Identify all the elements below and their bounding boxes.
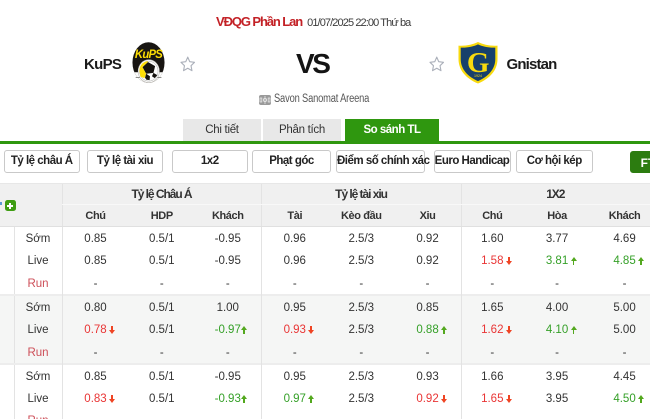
- svg-text:G: G: [467, 47, 490, 79]
- svg-text:KuPS: KuPS: [134, 48, 162, 61]
- svg-text:1924: 1924: [474, 74, 482, 78]
